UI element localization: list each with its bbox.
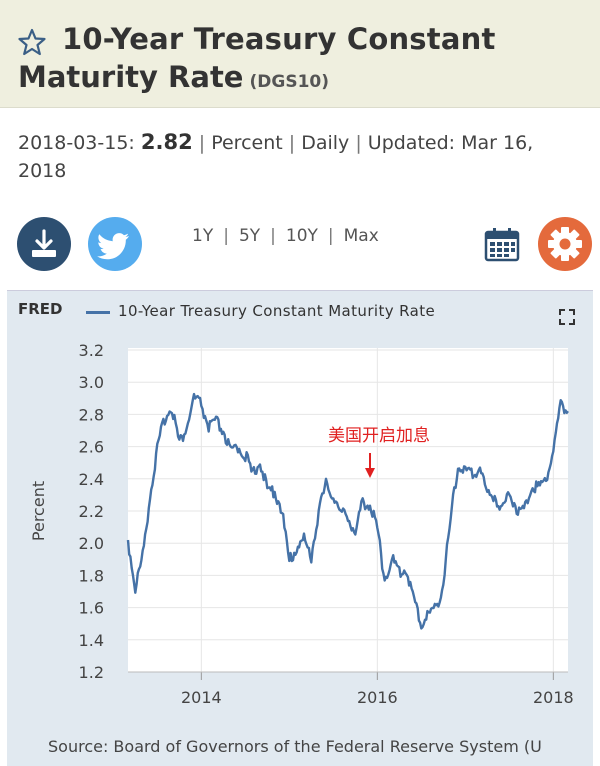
twitter-share-button[interactable] (88, 217, 142, 271)
separator: | (288, 132, 296, 154)
annotation-arrow-head (365, 468, 375, 478)
page-title-line1: 10-Year Treasury Constant (62, 22, 496, 56)
y-tick-label: 2.6 (79, 438, 104, 457)
series-header (0, 0, 600, 108)
date-range-selector: 1Y | 5Y | 10Y | Max (192, 226, 379, 246)
calendar-icon[interactable] (484, 226, 520, 262)
y-tick-label: 1.6 (79, 599, 104, 618)
source-note: Source: Board of Governors of the Federa… (48, 737, 542, 756)
download-icon (32, 229, 56, 257)
x-tick-label: 2016 (357, 688, 398, 707)
observation-info: 2018-03-15: 2.82 | Percent | Daily | Upd… (18, 128, 588, 185)
updated-date-line2: 2018 (18, 160, 67, 182)
y-tick-label: 1.8 (79, 566, 104, 585)
x-tick-label: 2014 (181, 688, 222, 707)
separator: | (198, 132, 206, 154)
expand-icon[interactable] (558, 308, 576, 326)
settings-button[interactable] (538, 217, 592, 271)
y-tick-label: 3.2 (79, 341, 104, 360)
updated-label: Updated: (367, 132, 456, 154)
gear-icon (548, 227, 582, 261)
y-tick-label: 3.0 (79, 373, 104, 392)
legend-label: 10-Year Treasury Constant Maturity Rate (118, 302, 436, 320)
series-code: (DGS10) (249, 72, 329, 92)
range-divider: | (223, 226, 229, 246)
range-10y[interactable]: 10Y (285, 226, 318, 246)
y-tick-label: 2.2 (79, 502, 104, 521)
y-tick-label: 2.0 (79, 534, 104, 553)
separator: | (355, 132, 362, 154)
page-title-line2: Maturity Rate (DGS10) (18, 60, 329, 94)
range-1y[interactable]: 1Y (192, 226, 214, 246)
y-tick-label: 2.4 (79, 470, 104, 489)
y-tick-label: 1.2 (79, 663, 104, 682)
observation-date: 2018-03-15: (18, 132, 135, 154)
twitter-icon (97, 233, 129, 260)
download-button[interactable] (17, 217, 71, 271)
page-title-line2-text: Maturity Rate (18, 60, 244, 94)
y-tick-label: 1.4 (79, 631, 104, 650)
y-tick-label: 2.8 (79, 405, 104, 424)
fred-logo: FRED (18, 300, 63, 318)
units-label: Percent (211, 132, 283, 154)
range-divider: | (327, 226, 334, 246)
legend-swatch (86, 311, 110, 314)
range-5y[interactable]: 5Y (238, 226, 261, 246)
observation-value: 2.82 (140, 130, 193, 154)
star-outline-icon[interactable] (18, 28, 46, 56)
y-axis-label: Percent (29, 481, 48, 541)
updated-date-line1: Mar 16, (461, 132, 534, 154)
annotation-label: 美国开启加息 (328, 426, 430, 446)
x-tick-label: 2018 (533, 688, 574, 707)
frequency-label: Daily (301, 132, 350, 154)
range-max[interactable]: Max (343, 226, 379, 246)
series-line (126, 392, 569, 630)
range-divider: | (270, 226, 276, 246)
